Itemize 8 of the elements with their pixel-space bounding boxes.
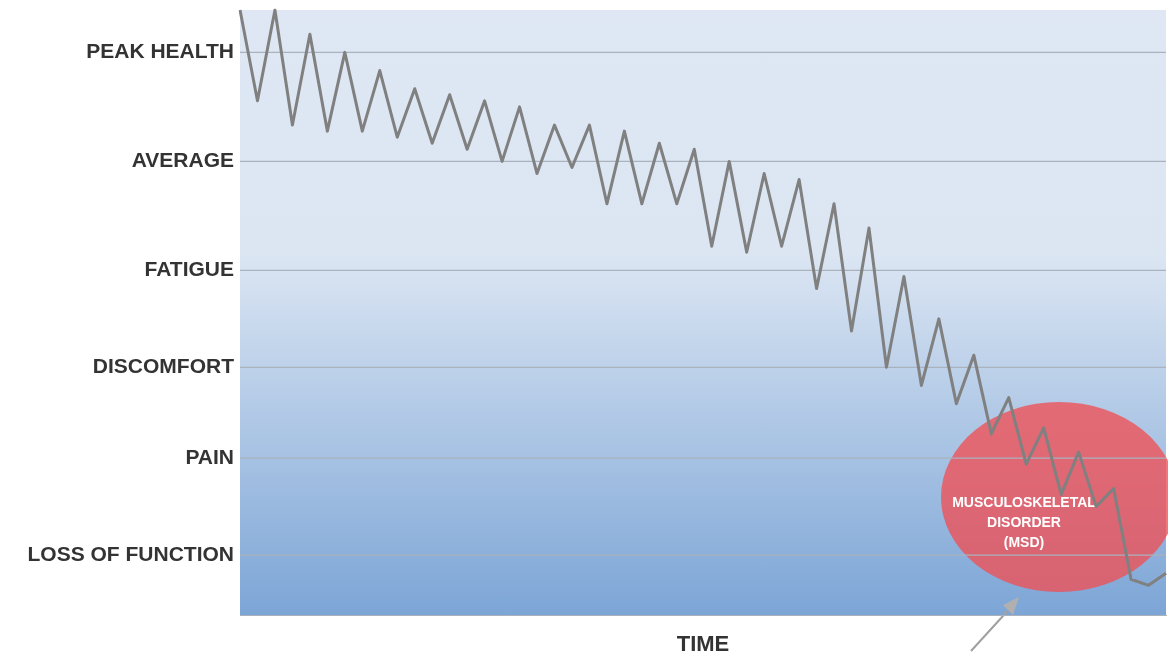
ref-line-label: AVERAGE xyxy=(131,148,234,172)
ref-line-label: PEAK HEALTH xyxy=(86,39,234,63)
x-axis-title: TIME xyxy=(676,630,730,656)
annotation: MUSCULOSKELETAL DISORDER (MSD) xyxy=(951,492,1097,552)
ref-line-label: DISCOMFORT xyxy=(92,354,235,378)
ref-line-label: FATIGUE xyxy=(144,257,234,281)
ref-line-label: PAIN xyxy=(185,444,234,468)
ref-line-label: LOSS OF FUNCTION xyxy=(27,541,234,565)
